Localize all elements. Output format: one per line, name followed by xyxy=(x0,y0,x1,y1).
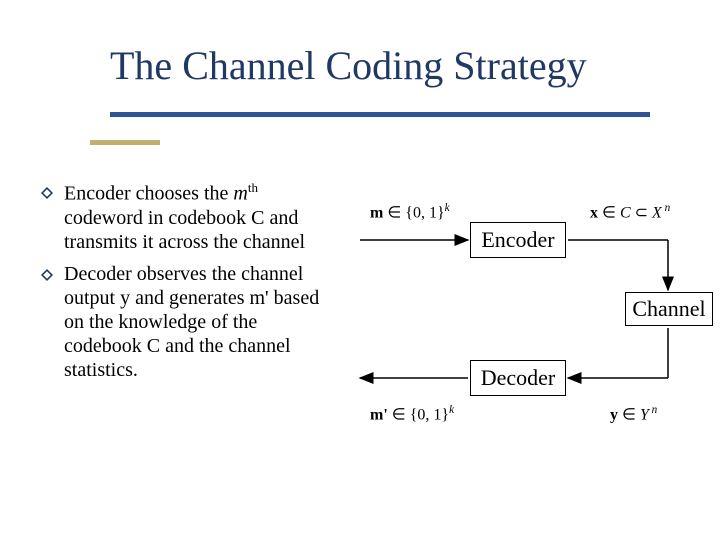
bullet-item: Encoder chooses the mth codeword in code… xyxy=(40,180,340,254)
slide-title: The Channel Coding Strategy xyxy=(110,42,670,89)
encoder-box: Encoder xyxy=(470,222,566,258)
label-m-output: m' ∈ {0, 1}k xyxy=(370,404,454,424)
label-y-input: y ∈ Y n xyxy=(610,404,657,424)
title-underline xyxy=(110,112,650,117)
bullet-item: Decoder observes the channel output y an… xyxy=(40,262,340,382)
label-x-output: x ∈ C ⊂ X n xyxy=(590,202,670,222)
decoder-box: Decoder xyxy=(470,360,566,396)
label-m-input: m ∈ {0, 1}k xyxy=(370,202,450,222)
bullet-list: Encoder chooses the mth codeword in code… xyxy=(40,180,340,390)
channel-diagram: Encoder Decoder Channel m ∈ {0, 1}k x ∈ … xyxy=(350,180,710,460)
bullet-text: Decoder observes the channel output y an… xyxy=(64,262,340,382)
title-underline-accent xyxy=(90,140,160,145)
bullet-marker-icon xyxy=(40,262,54,382)
channel-box: Channel xyxy=(625,292,713,326)
title-block: The Channel Coding Strategy xyxy=(110,42,670,103)
bullet-marker-icon xyxy=(40,180,54,254)
bullet-text: Encoder chooses the mth codeword in code… xyxy=(64,180,340,254)
